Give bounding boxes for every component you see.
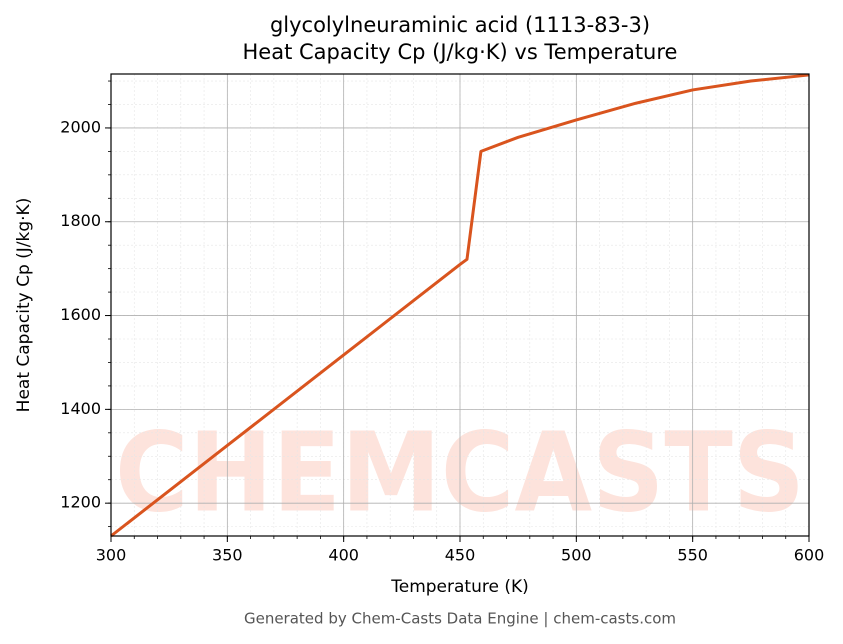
x-axis-label: Temperature (K) [390, 577, 529, 597]
x-tick-label: 450 [445, 546, 476, 565]
data-line [110, 73, 810, 538]
chart-title: glycolylneuraminic acid (1113-83-3) [270, 13, 650, 37]
x-tick-label: 600 [794, 546, 825, 565]
y-tick-label: 1200 [60, 493, 101, 512]
y-tick-label: 1400 [60, 399, 101, 418]
x-tick-label: 350 [212, 546, 243, 565]
y-tick-label: 1800 [60, 211, 101, 230]
y-tick-label: 1600 [60, 305, 101, 324]
y-axis-label: Heat Capacity Cp (J/kg·K) [14, 198, 34, 413]
x-tick-label: 400 [328, 546, 359, 565]
x-tick-label: 300 [96, 546, 127, 565]
footer: Generated by Chem-Casts Data Engine | ch… [244, 610, 676, 628]
chart-subtitle: Heat Capacity Cp (J/kg·K) vs Temperature [243, 40, 678, 64]
x-tick-label: 500 [561, 546, 592, 565]
x-tick-label: 550 [677, 546, 708, 565]
plot-frame [110, 73, 810, 537]
y-tick-label: 2000 [60, 117, 101, 136]
